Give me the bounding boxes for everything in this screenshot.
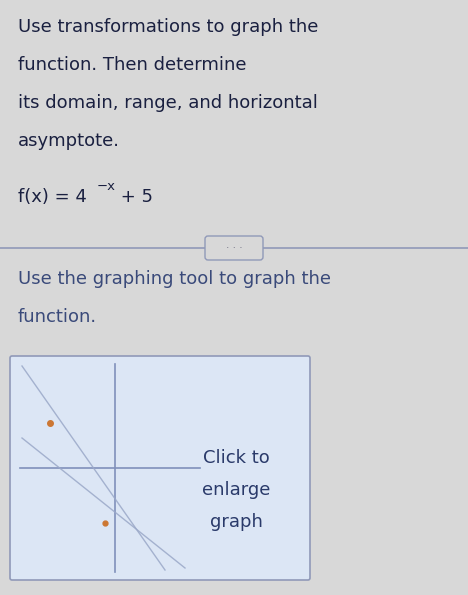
Text: function. Then determine: function. Then determine — [18, 56, 247, 74]
Text: −x: −x — [97, 180, 116, 193]
Text: graph: graph — [210, 513, 263, 531]
Text: Use transformations to graph the: Use transformations to graph the — [18, 18, 318, 36]
Text: its domain, range, and horizontal: its domain, range, and horizontal — [18, 94, 318, 112]
FancyBboxPatch shape — [205, 236, 263, 260]
Text: · · ·: · · · — [226, 243, 242, 253]
Text: + 5: + 5 — [115, 188, 153, 206]
Text: function.: function. — [18, 308, 97, 326]
FancyBboxPatch shape — [10, 356, 310, 580]
Text: f(x) = 4: f(x) = 4 — [18, 188, 87, 206]
Text: Click to: Click to — [203, 449, 270, 467]
Text: enlarge: enlarge — [202, 481, 271, 499]
Text: Use the graphing tool to graph the: Use the graphing tool to graph the — [18, 270, 331, 288]
Text: asymptote.: asymptote. — [18, 132, 120, 150]
